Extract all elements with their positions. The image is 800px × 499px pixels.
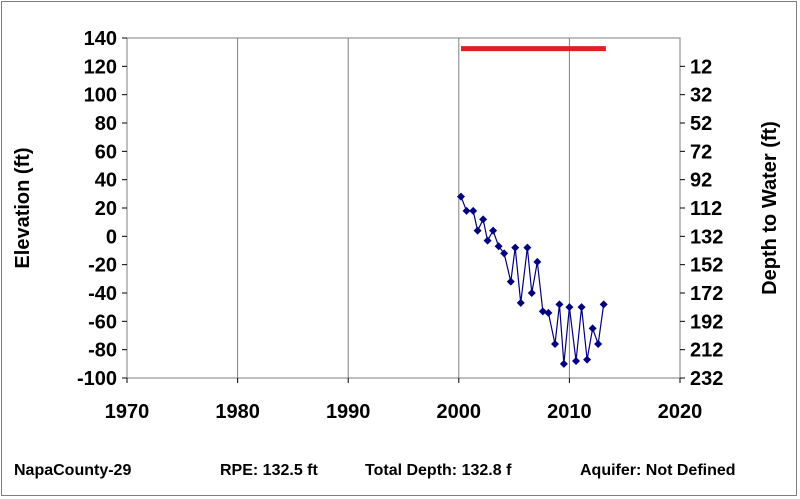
grid-lines	[126, 38, 681, 378]
data-point	[500, 249, 509, 258]
x-tick-label-1990: 1990	[326, 401, 371, 423]
y-right-axis-title: Depth to Water (ft)	[759, 121, 781, 295]
data-point	[555, 300, 564, 309]
data-point	[551, 340, 560, 348]
y-left-tick-labels: 140 120 100 80 60 40 20 0 -20 -40 -60 -80 -100	[77, 28, 127, 390]
y-left-tick-label-40: 40	[95, 170, 117, 192]
y-left-tick-label-60: 60	[95, 141, 117, 163]
data-point	[572, 357, 581, 365]
data-point	[588, 324, 597, 333]
data-point	[583, 355, 592, 364]
data-point	[489, 226, 498, 235]
data-point	[523, 243, 532, 252]
y-left-tick-label-20: 20	[95, 198, 117, 220]
y-right-tick-label-52: 52	[690, 113, 712, 135]
data-point	[511, 243, 520, 252]
y-right-tick-label-72: 72	[690, 141, 712, 163]
data-point	[533, 257, 542, 266]
data-point	[599, 300, 608, 309]
rpe-label: RPE: 132.5 ft	[220, 462, 318, 479]
plot-area	[126, 37, 681, 379]
aquifer-label: Aquifer: Not Defined	[580, 462, 736, 479]
y-left-tick-label-140: 140	[84, 28, 117, 50]
y-left-tick-label-0: 0	[106, 226, 117, 248]
series-layer	[457, 192, 608, 368]
y-right-tick-label-152: 152	[690, 255, 723, 277]
y-left-tick-label--80: -80	[88, 340, 117, 362]
y-right-tick-labels: 12 32 52 72 92 112 132 152 172 192 212 232	[680, 56, 723, 390]
y-left-tick-label--20: -20	[88, 255, 117, 277]
well-name-label: NapaCounty-29	[14, 462, 131, 479]
y-right-tick-label-192: 192	[690, 311, 723, 333]
data-point	[473, 226, 482, 235]
data-point	[544, 308, 553, 317]
x-tick-label-1980: 1980	[215, 401, 260, 423]
y-right-tick-label-172: 172	[690, 283, 723, 305]
x-tick-label-2010: 2010	[547, 401, 592, 423]
x-tick-label-2020: 2020	[658, 401, 703, 423]
data-point	[506, 277, 515, 286]
y-left-tick-label-100: 100	[84, 85, 117, 107]
y-left-tick-label--40: -40	[88, 283, 117, 305]
total-depth-label: Total Depth: 132.8 f	[365, 462, 512, 479]
y-left-axis-title: Elevation (ft)	[12, 147, 34, 268]
data-point	[559, 359, 568, 368]
y-left-tick-label-120: 120	[84, 56, 117, 78]
x-tick-label-2000: 2000	[437, 401, 482, 423]
data-point	[462, 206, 471, 215]
y-left-tick-label-80: 80	[95, 113, 117, 135]
data-point	[527, 289, 536, 297]
y-right-tick-label-12: 12	[690, 56, 712, 78]
y-right-tick-label-92: 92	[690, 170, 712, 192]
data-point	[457, 192, 466, 201]
y-right-tick-label-32: 32	[690, 85, 712, 107]
x-tick-labels: 1970 1980 1990 2000 2010 2020	[105, 378, 703, 423]
data-point	[565, 303, 574, 312]
data-point	[516, 298, 525, 307]
data-point	[479, 215, 488, 224]
data-point	[577, 303, 586, 312]
data-point	[538, 307, 547, 316]
y-right-tick-label-232: 232	[690, 368, 723, 390]
data-point	[594, 340, 603, 348]
y-right-tick-label-212: 212	[690, 340, 723, 362]
y-right-tick-label-112: 112	[690, 198, 722, 220]
x-tick-label-1970: 1970	[105, 401, 150, 423]
data-point	[494, 242, 503, 251]
y-left-tick-label--60: -60	[88, 311, 117, 333]
y-right-tick-label-132: 132	[690, 226, 723, 248]
data-point	[469, 206, 478, 215]
y-left-tick-label--100: -100	[77, 368, 117, 390]
data-point	[483, 236, 492, 245]
